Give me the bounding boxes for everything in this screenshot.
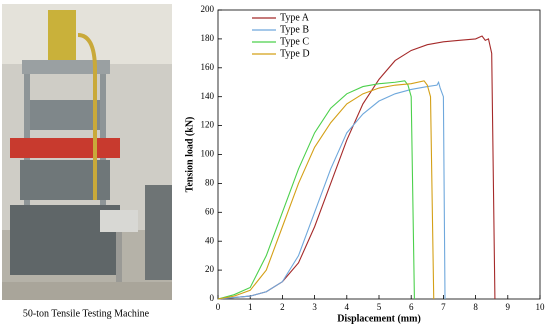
y-tick-label: 140 <box>201 91 215 101</box>
y-tick-label: 0 <box>210 293 215 303</box>
x-tick-label: 2 <box>280 302 285 312</box>
x-tick-label: 5 <box>377 302 382 312</box>
y-axis-label: Tension load (kN) <box>184 117 195 193</box>
y-tick-label: 20 <box>205 264 215 274</box>
y-tick-label: 60 <box>205 206 215 216</box>
y-tick-label: 180 <box>201 33 215 43</box>
x-tick-label: 7 <box>441 302 446 312</box>
x-tick-label: 8 <box>473 302 478 312</box>
y-tick-label: 100 <box>201 149 215 159</box>
legend-label: Type A <box>280 12 310 23</box>
x-tick-label: 4 <box>345 302 350 312</box>
x-tick-label: 3 <box>312 302 317 312</box>
y-tick-label: 200 <box>201 4 215 14</box>
x-axis-label: Displacement (mm) <box>337 313 421 324</box>
x-tick-label: 9 <box>506 302 511 312</box>
line-series <box>217 80 415 300</box>
line-series <box>217 80 446 300</box>
legend-label: Type D <box>280 48 310 59</box>
y-tick-label: 80 <box>205 177 215 187</box>
machine-photo <box>2 4 172 300</box>
x-tick-label: 1 <box>248 302 253 312</box>
photo-caption: 50-ton Tensile Testing Machine <box>23 308 150 319</box>
line-series <box>217 35 496 300</box>
legend-label: Type B <box>280 24 309 35</box>
x-tick-label: 10 <box>536 302 546 312</box>
legend-label: Type C <box>280 36 309 47</box>
y-tick-label: 40 <box>205 235 215 245</box>
x-tick-label: 6 <box>409 302 414 312</box>
y-tick-label: 120 <box>201 120 215 130</box>
x-tick-label: 0 <box>216 302 221 312</box>
y-tick-label: 160 <box>201 62 215 72</box>
line-series <box>217 80 435 300</box>
